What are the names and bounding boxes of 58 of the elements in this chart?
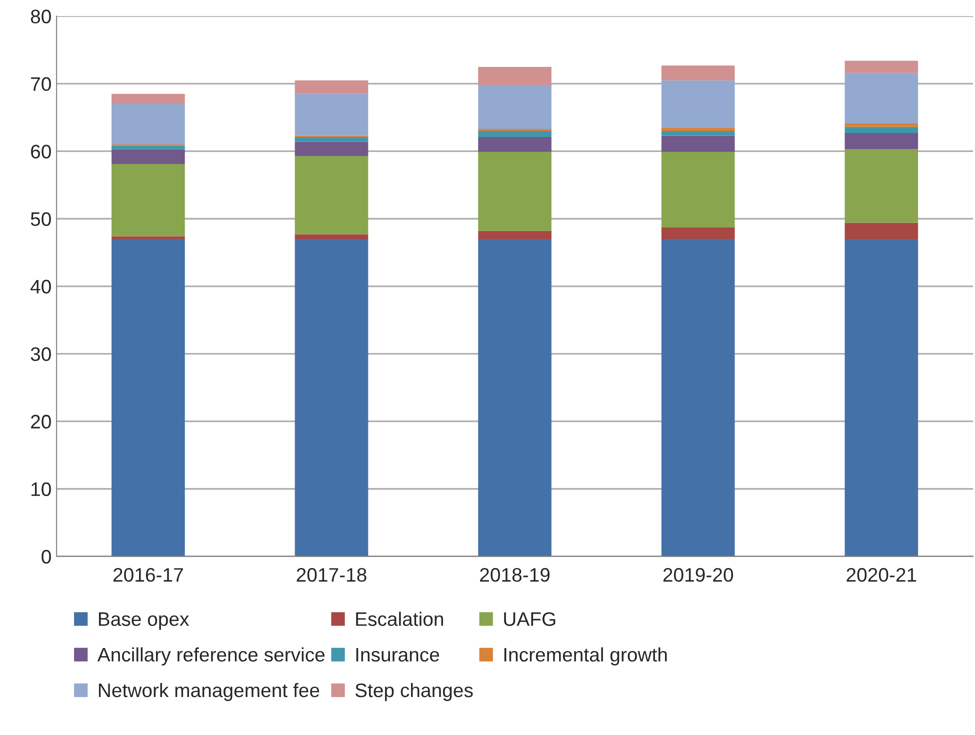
- legend-label: UAFG: [504, 612, 556, 626]
- legend-label: Incremental growth: [504, 647, 667, 666]
- bar: [294, 239, 368, 556]
- bar: [661, 65, 735, 80]
- bar: [478, 152, 552, 231]
- bar: [844, 132, 918, 150]
- bar: [844, 60, 918, 73]
- bar: [294, 80, 368, 94]
- bar: [112, 94, 185, 104]
- y-tick-label: 20: [31, 414, 51, 429]
- bar: [661, 80, 735, 128]
- legend-label: Step changes: [355, 682, 473, 702]
- y-tick-label: 80: [30, 10, 51, 24]
- x-tick-label: 2020-21: [846, 568, 916, 582]
- legend-label: Base opex: [98, 612, 190, 630]
- bar: [294, 137, 368, 142]
- bar: [844, 222, 918, 240]
- bar: [844, 72, 918, 124]
- y-tick-label: 70: [31, 77, 51, 91]
- bar: [661, 152, 735, 228]
- bar: [844, 239, 918, 556]
- bar: [294, 234, 368, 240]
- bar: [112, 149, 185, 164]
- bar: [112, 164, 185, 236]
- x-tick-label: 2019-20: [663, 568, 734, 582]
- y-tick-label: 50: [30, 212, 51, 226]
- y-tick-label: 30: [30, 347, 51, 362]
- bar: [294, 142, 368, 156]
- bar: [478, 130, 552, 138]
- bar: [661, 228, 735, 240]
- legend-label: Ancillary reference service: [97, 647, 325, 666]
- bar: [844, 149, 918, 223]
- bar: [844, 126, 918, 133]
- x-tick-label: 2016-17: [114, 568, 183, 582]
- x-tick-label: 2018-19: [480, 568, 550, 582]
- bar: [294, 94, 368, 136]
- bar: [478, 239, 552, 556]
- bar: [478, 230, 552, 240]
- bar: [294, 156, 368, 234]
- bar: [844, 124, 918, 127]
- bar: [661, 239, 735, 556]
- bar: [112, 104, 185, 144]
- bar: [661, 128, 735, 131]
- x-tick-label: 2017-18: [296, 568, 366, 582]
- y-tick-label: 60: [31, 144, 51, 158]
- legend-label: Insurance: [356, 648, 440, 662]
- bar: [478, 137, 552, 152]
- bar: [661, 136, 735, 152]
- legend-label: Network management fee: [98, 682, 320, 702]
- y-tick-label: 10: [32, 482, 51, 496]
- bar: [661, 130, 735, 136]
- bar: [478, 66, 552, 86]
- y-tick-label: 40: [30, 280, 51, 294]
- legend-label: Escalation: [356, 612, 444, 626]
- y-tick-label: 0: [42, 550, 51, 564]
- bar: [478, 85, 552, 129]
- bar: [112, 239, 185, 556]
- bar: [112, 236, 185, 240]
